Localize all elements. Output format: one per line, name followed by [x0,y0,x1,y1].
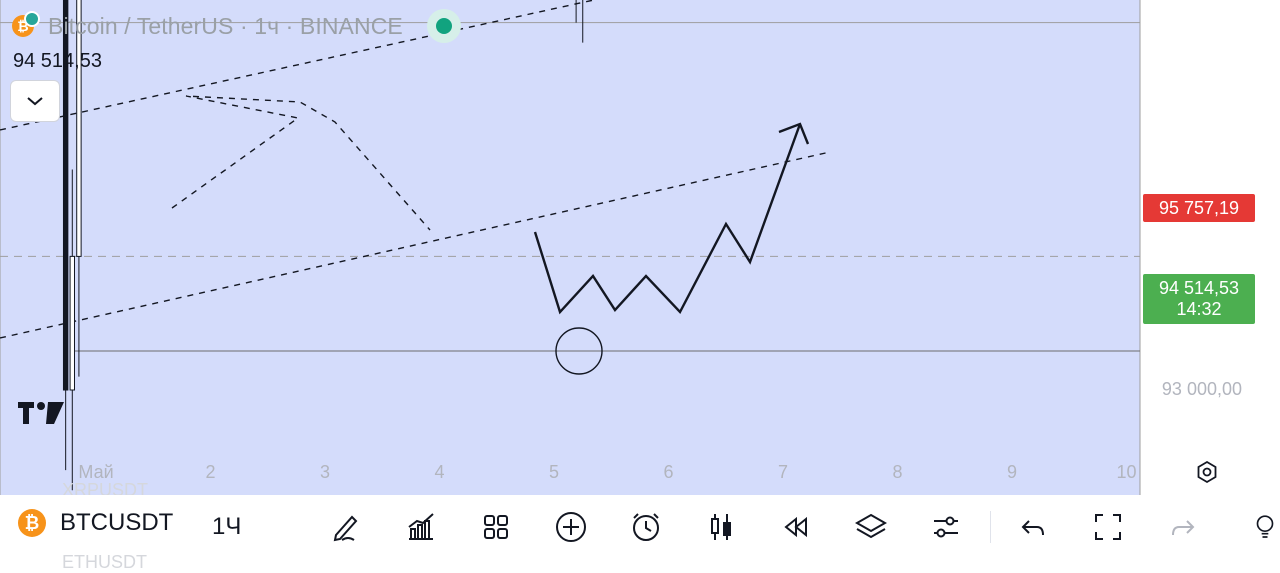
triangle-pattern-lines [171,95,431,231]
bulb-icon [1256,515,1274,538]
time-axis-label: 3 [319,462,331,482]
time-axis-label: 4 [434,462,445,482]
chart-canvas[interactable] [0,0,1280,495]
time-axis-label: 8 [892,462,903,482]
time-axis-label: 10 [1116,462,1137,482]
candle-body [62,0,69,391]
horizontal-line-price-badge: 95 757,19 [1143,194,1255,222]
symbol-button[interactable]: ₿ BTCUSDT [18,509,173,537]
bitcoin-icon: ₿ [18,509,46,537]
draw-icon [333,515,358,542]
live-dot [435,18,452,34]
price-axis-label: 93 000,00 [1161,379,1242,399]
fullscreen-button[interactable] [1088,507,1128,547]
time-axis-label: 9 [1006,462,1018,482]
settings-button[interactable] [926,507,966,547]
exchange-badge-icon [24,11,40,27]
symbol-title: Bitcoin / TetherUS · 1ч · BINANCE [48,12,403,39]
alert-icon [633,513,659,541]
settings-sliders-icon [934,516,958,538]
channel-upper-trendline [0,0,598,131]
undo-icon [1021,520,1044,536]
add-button[interactable] [551,507,591,547]
layouts-button[interactable] [476,507,516,547]
time-axis-label: 6 [663,462,674,482]
current-price-badge: 94 514,53 14:32 [1143,274,1255,324]
chart-area[interactable]: ₿ Bitcoin / TetherUS · 1ч · BINANCE 94 5… [0,0,1280,495]
candles-icon [711,514,731,540]
collapse-legend-button[interactable] [10,80,60,122]
time-axis-label: Май [78,462,114,482]
layers-button[interactable] [851,507,891,547]
fullscreen-icon [1095,514,1121,540]
last-price: 94 514,53 [13,50,102,72]
chevron-down-icon [27,97,43,106]
toolbar-divider [990,511,991,543]
current-price-value: 94 514,53 [1158,278,1240,298]
watchlist-ghost-bottom: ETHUSDT [62,552,147,572]
redo-icon [1172,520,1195,536]
symbol-header: ₿ Bitcoin / TetherUS · 1ч · BINANCE [12,9,461,43]
add-icon [556,512,586,542]
chart-settings-icon[interactable] [1195,460,1219,484]
bottom-toolbar: ₿ BTCUSDT 1Ч [0,495,1280,562]
alert-button[interactable] [626,507,666,547]
more-tools-button[interactable] [1250,507,1280,547]
support-zone-lower [0,22,1141,495]
tradingview-logo [18,400,66,434]
time-axis-label: 7 [777,462,789,482]
indicators-button[interactable] [401,507,441,547]
low-circle-marker [555,327,603,375]
projection-arrowhead [778,122,810,145]
chart-type-button[interactable] [701,507,741,547]
candle-body [76,0,82,257]
interval-button[interactable]: 1Ч [212,513,242,540]
live-indicator-icon[interactable] [426,9,461,43]
redo-button[interactable] [1163,507,1203,547]
tradingview-logo-icon [18,402,64,424]
bar-countdown: 14:32 [1176,299,1222,319]
replay-button[interactable] [776,507,816,547]
draw-tool-button[interactable] [326,507,366,547]
time-axis-label: 5 [548,462,560,482]
indicators-icon [408,513,434,540]
candle-body [69,255,75,391]
bitcoin-icon: ₿ [12,11,40,37]
time-axis-label: 2 [205,462,216,482]
layouts-icon [484,515,508,539]
projection-path [533,123,802,315]
layers-icon [854,513,888,539]
undo-button[interactable] [1013,507,1053,547]
replay-icon [784,516,807,538]
symbol-label: BTCUSDT [60,509,174,536]
channel-lower-trendline [0,151,831,339]
